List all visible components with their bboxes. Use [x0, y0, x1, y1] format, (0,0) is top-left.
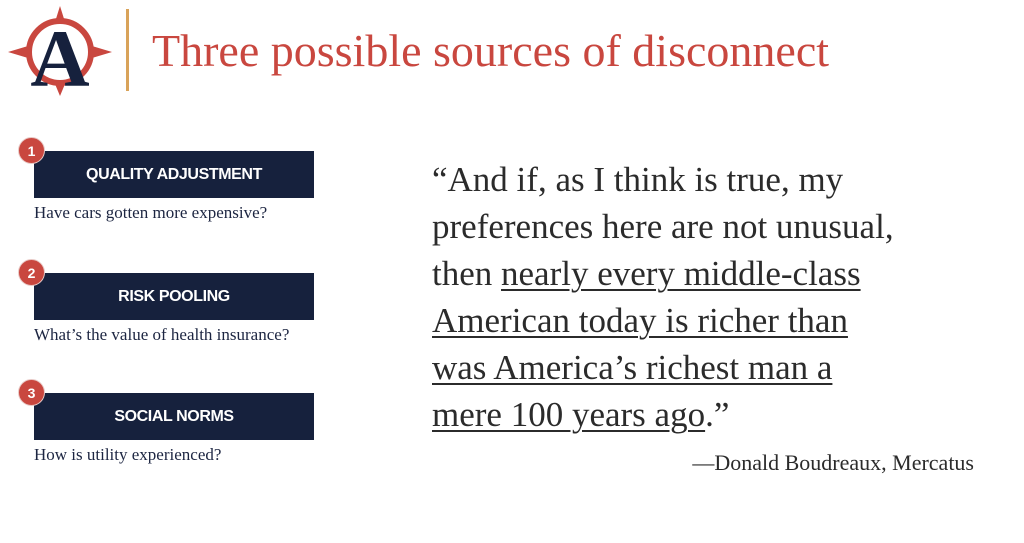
number-badge: 2	[18, 259, 45, 286]
page-title: Three possible sources of disconnect	[152, 25, 830, 76]
quote-line: then nearly every middle-class	[432, 250, 1012, 297]
source-banner: QUALITY ADJUSTMENT	[34, 151, 314, 198]
quote-line: was America’s richest man a	[432, 344, 1012, 391]
source-item-quality-adjustment: QUALITY ADJUSTMENT 1 Have cars gotten mo…	[18, 137, 358, 237]
quote-text: then	[432, 254, 502, 293]
compass-a-logo-icon: A	[8, 6, 112, 96]
source-question: Have cars gotten more expensive?	[34, 203, 268, 222]
source-question: What’s the value of health insurance?	[34, 325, 290, 344]
quote-emphasis: mere 100 years ago	[432, 395, 706, 434]
quote-line: mere 100 years ago.”	[432, 391, 1012, 438]
quote-attribution: —Donald Boudreaux, Mercatus	[692, 450, 974, 475]
source-banner: RISK POOLING	[34, 273, 314, 320]
source-item-risk-pooling: RISK POOLING 2 What’s the value of healt…	[18, 259, 358, 359]
number-badge: 1	[18, 137, 45, 164]
quote-emphasis: was America’s richest man a	[432, 348, 833, 387]
title-divider	[126, 9, 129, 91]
quote-text: .”	[705, 395, 730, 434]
quote-line: “And if, as I think is true, my	[432, 160, 844, 199]
number-badge: 3	[18, 379, 45, 406]
source-banner-label: RISK POOLING	[118, 287, 230, 305]
source-question: How is utility experienced?	[34, 445, 222, 464]
source-banner-label: QUALITY ADJUSTMENT	[86, 165, 262, 183]
source-banner: SOCIAL NORMS	[34, 393, 314, 440]
source-banner-label: SOCIAL NORMS	[114, 407, 234, 425]
quote-emphasis: nearly every middle-class	[501, 254, 861, 293]
logo-letter: A	[30, 13, 89, 96]
source-item-social-norms: SOCIAL NORMS 3 How is utility experience…	[18, 379, 358, 479]
quote-line: preferences here are not unusual,	[432, 207, 894, 246]
quote-block: “And if, as I think is true, my preferen…	[432, 156, 1012, 438]
quote-line: American today is richer than	[432, 297, 1012, 344]
quote-emphasis: American today is richer than	[432, 301, 848, 340]
